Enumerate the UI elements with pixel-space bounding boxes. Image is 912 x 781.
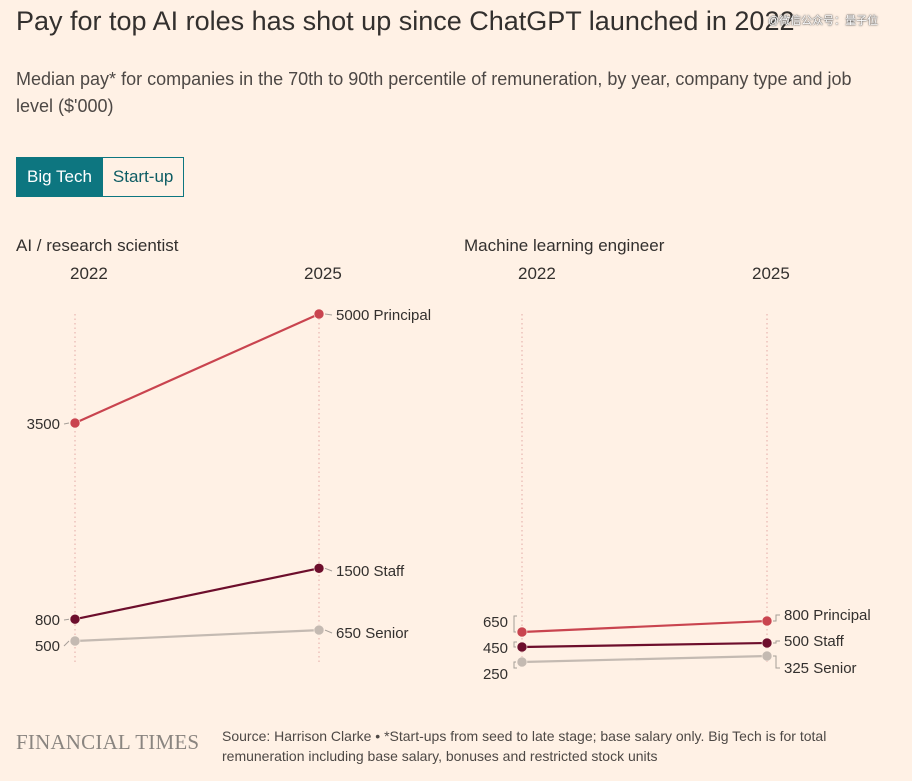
panel2-bracket-left-staff: [513, 641, 517, 648]
panel1-tick-left-senior: [63, 640, 70, 647]
panel2-year-2022: 2022: [518, 264, 556, 283]
panel2-point-staff-2022: [516, 641, 528, 653]
panel1-label-left-principal: 3500: [27, 416, 60, 433]
panel1-label-left-staff: 800: [35, 612, 60, 629]
panel1-label-left-senior: 500: [35, 638, 60, 655]
panel1-line-senior: [73, 628, 321, 643]
panel2-point-senior-2025: [761, 650, 773, 662]
panel2-bracket-right-principal: [773, 614, 780, 622]
panel1-point-staff-2022: [69, 613, 81, 625]
panel-title-machine-learning-engineer: Machine learning engineer: [464, 236, 665, 255]
panel2-label-left-principal: 650: [483, 614, 508, 631]
panel1-point-principal-2025: [313, 308, 325, 320]
panel1-tick-right-senior: [324, 629, 333, 634]
panel1-year-2022: 2022: [70, 264, 108, 283]
source-note: Source: Harrison Clarke • *Start-ups fro…: [222, 728, 827, 764]
panel2-label-right-principal: 800 Principal: [784, 607, 871, 624]
tab-start-up[interactable]: Start-up: [102, 157, 185, 197]
panel1-year-2025: 2025: [304, 264, 342, 283]
panel2-label-left-senior: 250: [483, 666, 508, 683]
panel1-tick-left-principal: [63, 422, 70, 425]
panel2-bracket-right-senior: [773, 655, 780, 669]
panel2-point-senior-2022: [516, 656, 528, 668]
ft-logo: FINANCIAL TIMES: [16, 730, 200, 754]
panel1-point-senior-2025: [313, 624, 325, 636]
panel2-point-staff-2025: [761, 637, 773, 649]
panel2-point-principal-2025: [761, 615, 773, 627]
chart-subtitle: Median pay* for companies in the 70th to…: [16, 69, 852, 116]
panel2-label-right-senior: 325 Senior: [784, 660, 857, 677]
panel1-point-principal-2022: [69, 417, 81, 429]
panel2-bracket-left-principal: [513, 615, 517, 633]
panel2-point-principal-2022: [516, 626, 528, 638]
panel1-point-senior-2022: [69, 635, 81, 647]
panel2-label-right-staff: 500 Staff: [784, 633, 845, 650]
chart-title: Pay for top AI roles has shot up since C…: [16, 6, 795, 36]
panel1-line-staff: [73, 567, 321, 621]
panel1-tick-right-staff: [324, 567, 333, 572]
panel1-label-right-senior: 650 Senior: [336, 625, 409, 642]
panel1-tick-left-staff: [63, 618, 70, 621]
company-type-toggle: Big Tech Start-up: [16, 157, 185, 197]
panel2-line-staff: [520, 641, 769, 649]
tab-big-tech[interactable]: Big Tech: [16, 157, 103, 197]
panel1-label-right-staff: 1500 Staff: [336, 563, 405, 580]
panel1-line-principal: [73, 312, 321, 425]
panel2-line-senior: [520, 654, 769, 664]
panel2-bracket-left-senior: [513, 661, 517, 669]
panel1-point-staff-2025: [313, 563, 325, 574]
panel2-line-principal: [520, 619, 769, 634]
panel2-label-left-staff: 450: [483, 640, 508, 657]
panel1-tick-right-principal: [324, 313, 333, 316]
panel1-label-right-principal: 5000 Principal: [336, 307, 431, 324]
panel2-bracket-right-staff: [773, 640, 780, 644]
panel-title-ai-research-scientist: AI / research scientist: [16, 236, 179, 255]
watermark: @微信公众号：量子位: [768, 15, 879, 27]
panel2-year-2025: 2025: [752, 264, 790, 283]
